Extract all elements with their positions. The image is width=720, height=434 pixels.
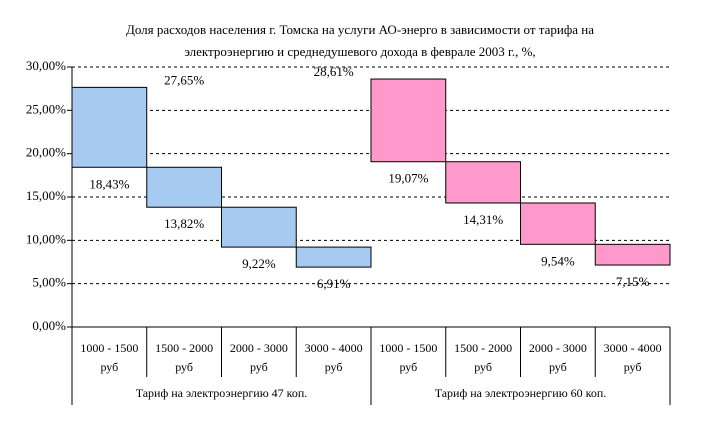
x-tick-label: 1500 - 2000 [454,341,512,355]
bar [594,243,671,266]
x-tick-unit: руб [325,360,343,374]
value-label: 27,65% [164,72,204,87]
bar [71,86,148,168]
x-tick-unit: руб [624,360,642,374]
x-tick-unit: руб [250,360,268,374]
bar [445,161,521,204]
value-label: 28,61% [314,64,354,79]
x-tick-label: 1500 - 2000 [155,341,213,355]
x-tick-unit: руб [100,360,118,374]
value-label: 13,82% [164,216,204,231]
y-tick-label: 10,00% [26,231,66,246]
y-tick-label: 25,00% [26,101,66,116]
y-tick-label: 5,00% [32,275,66,290]
group-label: Тариф на электроэнергию 60 коп. [435,386,607,400]
value-label: 7,15% [616,274,650,289]
value-label: 6,91% [317,276,351,291]
x-tick-unit: руб [175,360,193,374]
bar [295,246,372,268]
x-tick-label: 1000 - 1500 [379,341,437,355]
bar [520,202,596,245]
value-label: 9,22% [242,256,276,271]
y-tick-label: 0,00% [32,318,66,333]
bar [146,166,222,208]
x-tick-unit: руб [549,360,567,374]
x-tick-unit: руб [399,360,417,374]
x-tick-unit: руб [474,360,492,374]
bar [221,206,297,248]
chart-title: электроэнергию и среднедушевого дохода в… [184,44,535,59]
y-tick-label: 30,00% [26,58,66,73]
chart-title: Доля расходов населения г. Томска на усл… [126,22,594,37]
group-label: Тариф на электроэнергию 47 коп. [136,386,308,400]
value-label: 14,31% [463,212,503,227]
x-tick-label: 1000 - 1500 [80,341,138,355]
x-tick-label: 2000 - 3000 [529,341,587,355]
y-tick-label: 20,00% [26,145,66,160]
value-label: 18,43% [89,176,129,191]
x-tick-label: 3000 - 4000 [305,341,363,355]
y-tick-label: 15,00% [26,188,66,203]
value-label: 9,54% [541,253,575,268]
value-label: 19,07% [388,171,428,186]
bar [370,78,447,163]
x-tick-label: 2000 - 3000 [230,341,288,355]
x-tick-label: 3000 - 4000 [604,341,662,355]
